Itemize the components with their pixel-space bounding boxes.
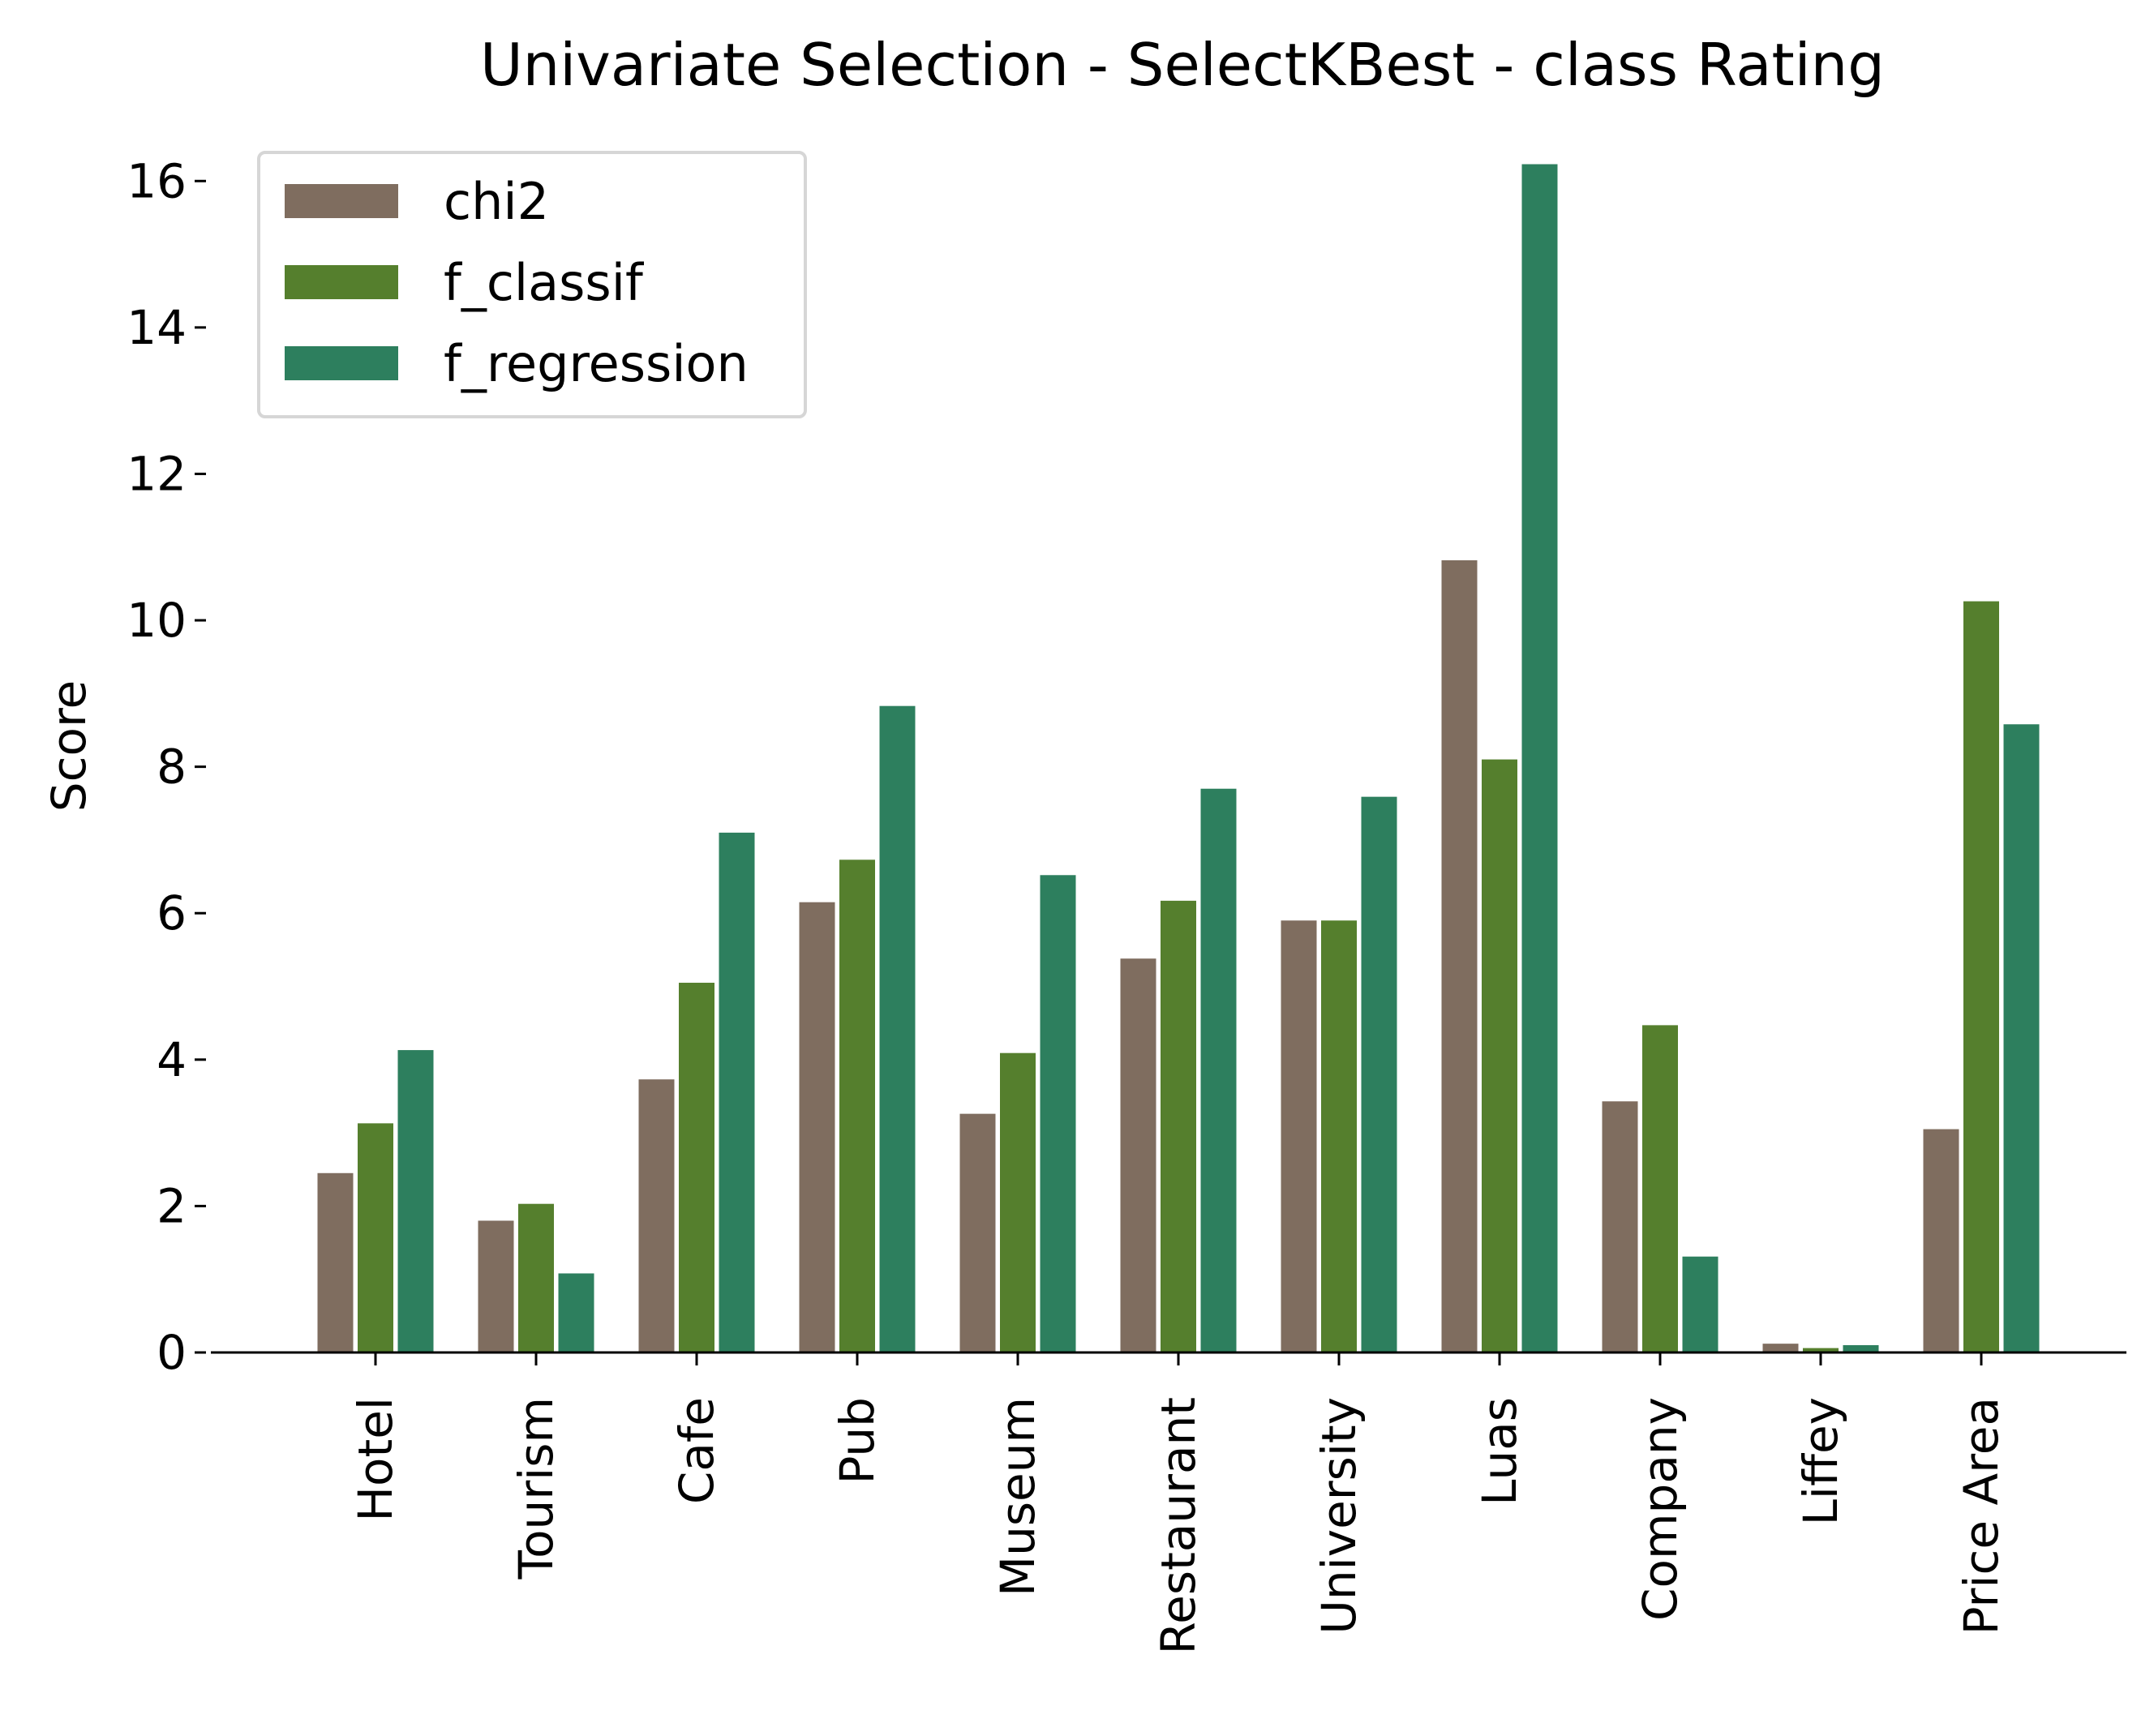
bar-f-regression-company xyxy=(1682,1256,1718,1352)
bar-f-classif-liffey xyxy=(1803,1348,1839,1352)
x-tick-label: Restaurant xyxy=(1151,1397,1206,1655)
bar-f-regression-university xyxy=(1361,796,1397,1352)
y-tick-label: 10 xyxy=(127,593,187,648)
bar-chi2-restaurant xyxy=(1120,958,1156,1352)
x-tick-label: Tourism xyxy=(508,1397,564,1580)
y-tick-label: 2 xyxy=(157,1178,187,1233)
legend-item-chi2: chi2 xyxy=(285,172,549,231)
bar-chi2-pub xyxy=(799,902,835,1352)
bar-f-classif-price-area xyxy=(1963,601,1999,1352)
bar-chi2-price-area xyxy=(1923,1129,1959,1352)
y-tick-label: 4 xyxy=(157,1032,187,1087)
bar-f-classif-restaurant xyxy=(1161,900,1196,1352)
bar-f-classif-company xyxy=(1642,1025,1678,1352)
bar-f-regression-tourism xyxy=(558,1273,594,1352)
bar-f-regression-museum xyxy=(1040,875,1076,1352)
x-tick-label: Hotel xyxy=(348,1397,403,1522)
bar-chi2-liffey xyxy=(1762,1344,1799,1352)
bar-chi2-museum xyxy=(959,1113,996,1352)
bar-chi2-hotel xyxy=(317,1172,354,1352)
bar-f-regression-hotel xyxy=(397,1050,434,1352)
y-tick-label: 14 xyxy=(127,300,187,355)
x-axis: Hotel Tourism Cafe Pub Museum Restaurant Unive… xyxy=(211,1351,2126,1655)
bar-chi2-company xyxy=(1602,1101,1638,1352)
bar-f-regression-pub xyxy=(879,705,916,1352)
bar-chi2-university xyxy=(1281,920,1317,1352)
bar-f-classif-university xyxy=(1321,920,1357,1352)
x-tick-label: Price Area xyxy=(1954,1397,2009,1635)
y-tick-label: 12 xyxy=(127,446,187,501)
bar-f-classif-pub xyxy=(839,859,875,1352)
legend-label: chi2 xyxy=(444,171,550,231)
legend-item-f-classif: f_classif xyxy=(285,253,643,312)
bar-f-classif-tourism xyxy=(518,1203,554,1352)
bar-f-regression-luas xyxy=(1521,164,1558,1352)
bar-f-regression-liffey xyxy=(1843,1344,1879,1352)
x-tick-label: Pub xyxy=(830,1397,885,1485)
x-tick-label: Company xyxy=(1633,1397,1688,1621)
legend-swatch xyxy=(285,184,398,218)
bar-f-regression-cafe xyxy=(719,832,755,1352)
x-tick-label: Liffey xyxy=(1793,1397,1848,1525)
y-tick-label: 6 xyxy=(157,885,187,941)
y-tick-label: 0 xyxy=(157,1325,187,1380)
bar-f-classif-luas xyxy=(1482,759,1517,1352)
legend-item-f-regression: f_regression xyxy=(285,334,749,393)
legend: chi2 f_classif f_regression xyxy=(257,151,807,418)
bar-f-classif-cafe xyxy=(679,983,714,1352)
y-tick-label: 16 xyxy=(127,153,187,208)
bars-layer xyxy=(317,164,2040,1352)
legend-label: f_regression xyxy=(444,333,749,393)
legend-swatch xyxy=(285,346,398,380)
bar-f-regression-price-area xyxy=(2003,724,2040,1352)
x-tick-label: Luas xyxy=(1472,1397,1527,1506)
bar-f-classif-hotel xyxy=(358,1123,393,1352)
bar-f-regression-restaurant xyxy=(1200,788,1237,1352)
legend-label: f_classif xyxy=(444,252,643,312)
x-tick-label: Museum xyxy=(990,1397,1045,1597)
bar-chi2-cafe xyxy=(638,1079,675,1352)
x-tick-label: Cafe xyxy=(669,1397,724,1504)
y-axis: 0 2 4 6 8 10 12 14 16 xyxy=(127,153,206,1380)
chart-title: Univariate Selection - SelectKBest - cla… xyxy=(479,31,1886,99)
y-tick-label: 8 xyxy=(157,739,187,795)
bar-f-classif-museum xyxy=(1000,1052,1036,1352)
bar-chi2-luas xyxy=(1441,559,1478,1352)
legend-swatch xyxy=(285,265,398,299)
x-tick-label: University xyxy=(1311,1397,1367,1635)
bar-chi2-tourism xyxy=(478,1220,514,1352)
